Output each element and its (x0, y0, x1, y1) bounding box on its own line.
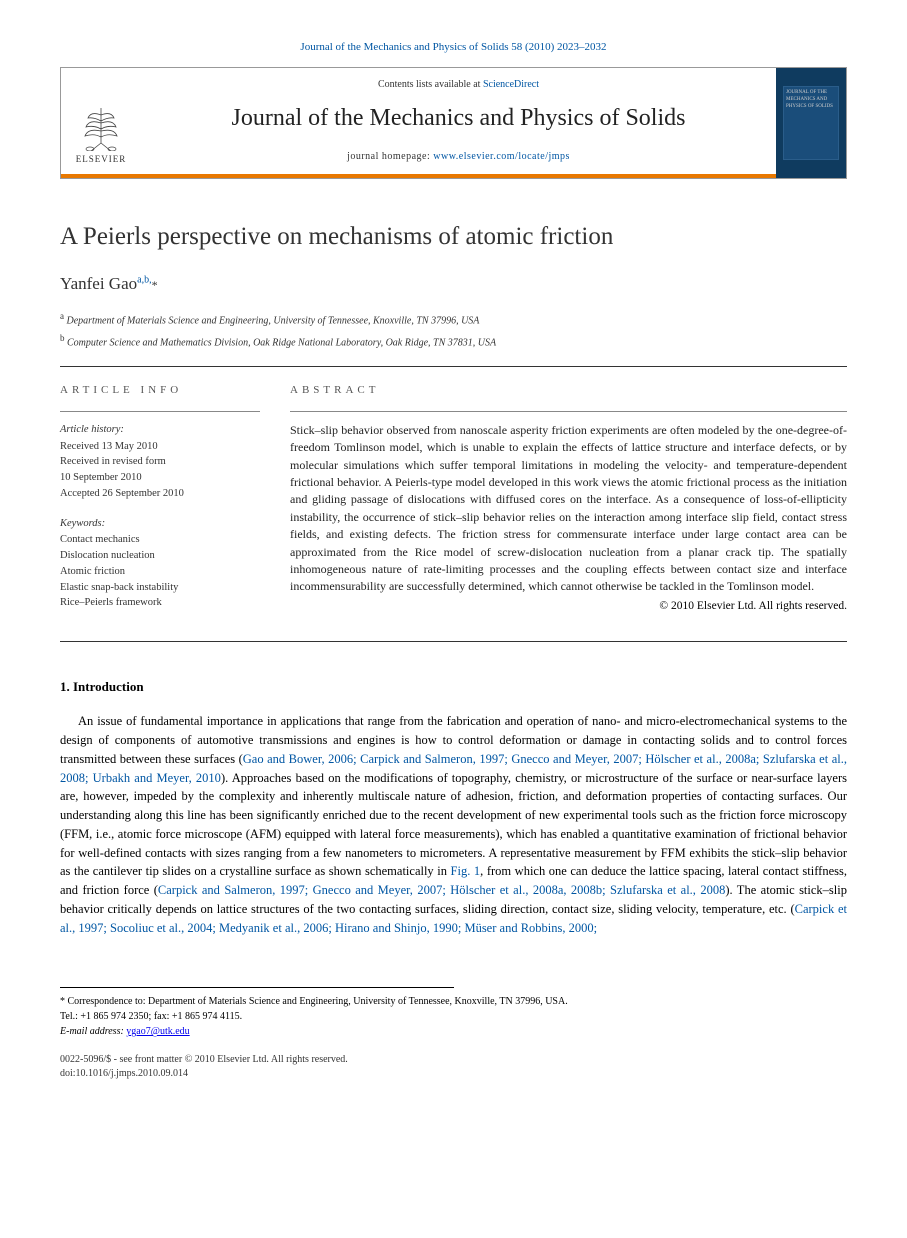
keyword: Elastic snap-back instability (60, 580, 260, 596)
article-info-column: article info Article history: Received 1… (60, 383, 260, 625)
keyword: Atomic friction (60, 564, 260, 580)
affil-text: Computer Science and Mathematics Divisio… (67, 337, 496, 348)
divider (60, 366, 847, 367)
footer-front-matter: 0022-5096/$ - see front matter © 2010 El… (60, 1053, 847, 1067)
footnotes-rule (60, 987, 454, 994)
info-abstract-row: article info Article history: Received 1… (60, 383, 847, 625)
keywords-block: Keywords: Contact mechanics Dislocation … (60, 516, 260, 612)
history-line: Accepted 26 September 2010 (60, 486, 260, 502)
citation-link[interactable]: Carpick and Salmeron, 1997; Gnecco and M… (158, 883, 725, 897)
divider (60, 641, 847, 642)
elsevier-tree-icon (76, 103, 126, 151)
keywords-label: Keywords: (60, 516, 260, 532)
affiliations: a Department of Materials Science and En… (60, 310, 847, 351)
banner-center: Contents lists available at ScienceDirec… (141, 68, 776, 178)
page-footer: 0022-5096/$ - see front matter © 2010 El… (60, 1053, 847, 1081)
divider (290, 411, 847, 412)
figure-ref-link[interactable]: Fig. 1 (451, 864, 481, 878)
article-title: A Peierls perspective on mechanisms of a… (60, 219, 847, 254)
contents-available-text: Contents lists available at (378, 79, 483, 90)
header-citation: Journal of the Mechanics and Physics of … (60, 40, 847, 55)
cover-thumb-block: JOURNAL OF THE MECHANICS AND PHYSICS OF … (776, 68, 846, 178)
history-line: 10 September 2010 (60, 470, 260, 486)
correspondence-note: * Correspondence to: Department of Mater… (60, 994, 847, 1009)
elsevier-label: ELSEVIER (76, 153, 127, 166)
journal-homepage: journal homepage: www.elsevier.com/locat… (157, 150, 760, 164)
sciencedirect-link[interactable]: ScienceDirect (483, 79, 539, 90)
journal-name: Journal of the Mechanics and Physics of … (157, 102, 760, 136)
abstract-text: Stick–slip behavior observed from nanosc… (290, 422, 847, 596)
corresponding-star-icon: * (152, 278, 158, 292)
history-label: Article history: (60, 422, 260, 438)
abstract-copyright: © 2010 Elsevier Ltd. All rights reserved… (290, 598, 847, 614)
authors: Yanfei Gaoa,b,* (60, 272, 847, 296)
footer-doi: doi:10.1016/j.jmps.2010.09.014 (60, 1067, 847, 1081)
section-heading-introduction: 1. Introduction (60, 678, 847, 696)
keyword: Rice–Peierls framework (60, 595, 260, 611)
history-line: Received in revised form (60, 454, 260, 470)
keyword: Contact mechanics (60, 532, 260, 548)
abstract-column: abstract Stick–slip behavior observed fr… (290, 383, 847, 625)
footnotes: * Correspondence to: Department of Mater… (60, 994, 847, 1039)
email-link[interactable]: ygao7@utk.edu (126, 1026, 189, 1037)
article-info-heading: article info (60, 383, 260, 398)
introduction-paragraph: An issue of fundamental importance in ap… (60, 712, 847, 937)
publisher-logo-block: ELSEVIER (61, 68, 141, 178)
affil-mark: a (60, 311, 64, 321)
history-line: Received 13 May 2010 (60, 439, 260, 455)
article-history: Article history: Received 13 May 2010 Re… (60, 422, 260, 502)
keyword: Dislocation nucleation (60, 548, 260, 564)
homepage-label: journal homepage: (347, 151, 433, 162)
journal-banner: ELSEVIER Contents lists available at Sci… (60, 67, 847, 179)
homepage-link[interactable]: www.elsevier.com/locate/jmps (433, 151, 570, 162)
author-affil-marks: a,b, (137, 274, 151, 285)
body-text-span: ). Approaches based on the modifications… (60, 771, 847, 879)
abstract-heading: abstract (290, 383, 847, 398)
email-line: E-mail address: ygao7@utk.edu (60, 1024, 847, 1039)
affil-text: Department of Materials Science and Engi… (67, 315, 480, 326)
affil-mark: b (60, 333, 65, 343)
tel-fax: Tel.: +1 865 974 2350; fax: +1 865 974 4… (60, 1009, 847, 1024)
contents-available: Contents lists available at ScienceDirec… (157, 78, 760, 92)
journal-cover-thumbnail: JOURNAL OF THE MECHANICS AND PHYSICS OF … (783, 86, 839, 160)
author-name: Yanfei Gao (60, 274, 137, 293)
divider (60, 411, 260, 412)
email-label: E-mail address: (60, 1026, 124, 1037)
